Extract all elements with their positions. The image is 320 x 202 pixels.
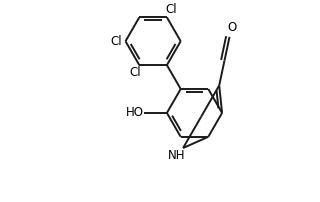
Text: O: O [227,21,236,34]
Text: HO: HO [125,106,143,119]
Text: Cl: Cl [111,35,123,48]
Text: Cl: Cl [165,3,177,16]
Text: NH: NH [168,149,186,162]
Text: Cl: Cl [129,66,141,79]
